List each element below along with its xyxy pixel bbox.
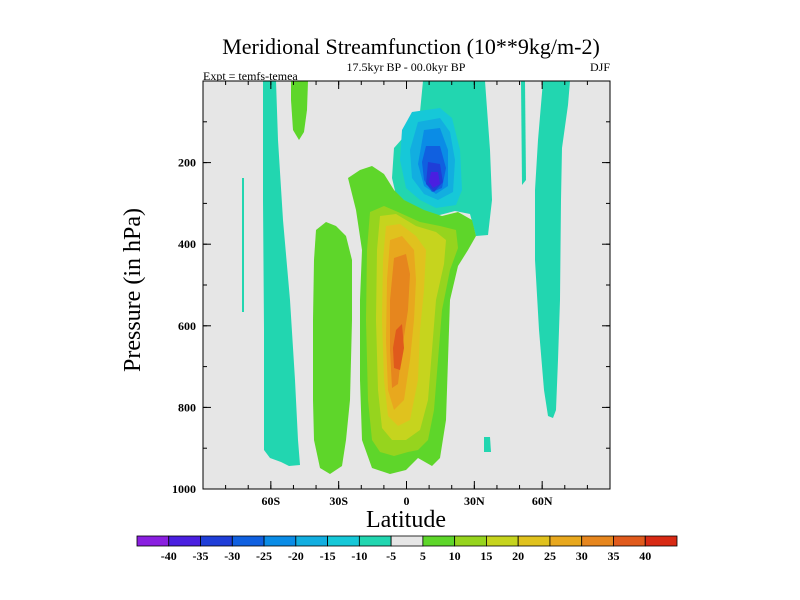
colorbar-swatch	[327, 535, 360, 547]
colorbar-label: 10	[449, 549, 461, 563]
plot-area: 60S 30S 0 30N 60N 200 400 600 800 1000	[172, 80, 611, 508]
contour-pos5-left-column	[313, 222, 352, 474]
x-axis-label: Latitude	[366, 507, 446, 533]
colorbar-swatch	[200, 535, 233, 547]
axis-ticks: 60S 30S 0 30N 60N 200 400 600 800 1000	[172, 81, 610, 508]
colorbar-label: 25	[544, 549, 556, 563]
contour-neg5-small-blob-south	[242, 178, 244, 312]
chart-subtitle: 17.5kyr BP - 00.0kyr BP	[347, 60, 466, 74]
experiment-label: Expt = temfs-temea	[203, 69, 298, 83]
colorbar-swatch	[454, 535, 487, 547]
colorbar-swatch	[390, 535, 424, 547]
x-tick-label: 60S	[261, 494, 280, 508]
contour-neg35-core	[429, 172, 440, 188]
y-tick-label: 1000	[172, 482, 196, 496]
colorbar-swatch	[549, 535, 583, 547]
colorbar-label: -5	[386, 549, 396, 563]
colorbar-label: -35	[193, 549, 209, 563]
contour-fills	[242, 81, 570, 474]
x-tick-label: 0	[404, 494, 410, 508]
colorbar-swatch	[168, 535, 201, 547]
x-tick-label: 60N	[532, 494, 553, 508]
colorbar-swatch	[486, 535, 519, 547]
x-tick-label: 30S	[329, 494, 348, 508]
colorbar-label: -30	[224, 549, 240, 563]
colorbar-swatch	[581, 535, 614, 547]
contour-neg5-small-blob-east	[484, 437, 491, 452]
colorbar-label: 15	[480, 549, 492, 563]
colorbar-label: -20	[288, 549, 304, 563]
y-tick-label: 200	[178, 156, 196, 170]
x-tick-label: 30N	[464, 494, 485, 508]
colorbar-label: -25	[256, 549, 272, 563]
colorbar-swatch	[231, 535, 265, 547]
colorbar-swatch	[517, 535, 551, 547]
colorbar-label: 30	[576, 549, 588, 563]
colorbar-swatch	[263, 535, 297, 547]
colorbar-swatch	[644, 535, 678, 547]
chart-title: Meridional Streamfunction (10**9kg/m-2)	[222, 34, 600, 59]
colorbar-label: 5	[420, 549, 426, 563]
y-tick-label: 800	[178, 400, 196, 414]
contour-neg5-left-column	[263, 81, 300, 466]
colorbar: -40 -35 -30 -25 -20 -15 -10 -5 5 10 15 20 25 30 35 40	[136, 535, 678, 563]
y-tick-label: 600	[178, 319, 196, 333]
colorbar-swatch	[613, 535, 646, 547]
colorbar-label: 40	[639, 549, 651, 563]
contour-neg5-right-column	[535, 81, 570, 418]
colorbar-label: -15	[320, 549, 336, 563]
colorbar-swatch	[422, 535, 456, 547]
colorbar-swatch	[358, 535, 392, 547]
y-tick-label: 400	[178, 237, 196, 251]
colorbar-label: -40	[161, 549, 177, 563]
contour-pos5-upper-left	[291, 81, 308, 140]
contour-pos35-core	[393, 324, 404, 370]
colorbar-label: 35	[607, 549, 619, 563]
colorbar-label: 20	[512, 549, 524, 563]
season-label: DJF	[590, 60, 610, 74]
y-axis-label: Pressure (in hPa)	[120, 208, 146, 372]
colorbar-swatch	[295, 535, 328, 547]
colorbar-label: -10	[351, 549, 367, 563]
contour-neg5-stream-east	[521, 81, 526, 185]
colorbar-swatch	[136, 535, 170, 547]
